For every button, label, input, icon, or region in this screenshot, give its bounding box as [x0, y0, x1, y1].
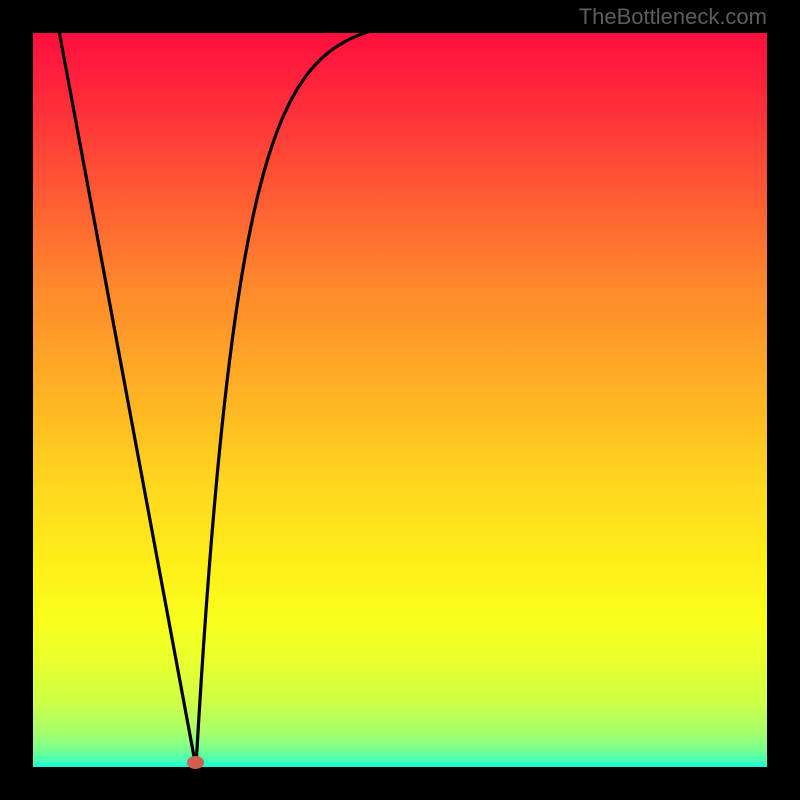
watermark-text: TheBottleneck.com: [579, 4, 767, 30]
plot-area: [33, 33, 767, 767]
chart-stage: TheBottleneck.com: [0, 0, 800, 800]
vertex-marker: [187, 756, 204, 769]
bottleneck-curve: [59, 33, 767, 767]
curve-layer: [33, 33, 767, 767]
